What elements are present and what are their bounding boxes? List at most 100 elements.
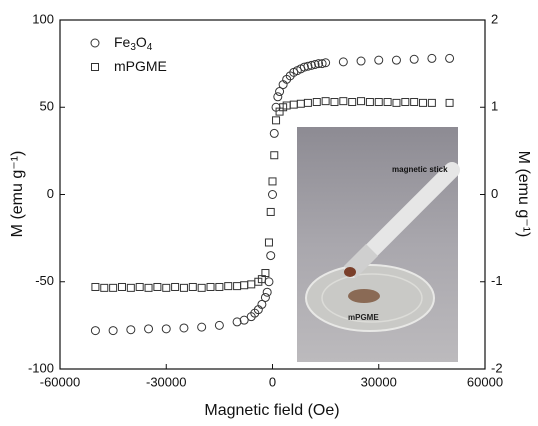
- data-point: [409, 54, 419, 64]
- x-tick-label: 30000: [361, 374, 397, 389]
- data-point: [391, 55, 401, 65]
- data-point: [264, 238, 273, 247]
- data-point: [240, 281, 249, 290]
- y-axis-label: M (emu g⁻¹): [9, 151, 26, 238]
- data-point: [108, 326, 118, 336]
- data-point: [162, 283, 171, 292]
- data-point: [144, 324, 154, 334]
- data-point: [214, 320, 224, 330]
- data-point: [188, 282, 197, 291]
- data-point: [224, 282, 233, 291]
- y2-tick-label: 0: [491, 186, 498, 201]
- data-point: [348, 98, 357, 107]
- data-point: [321, 97, 330, 106]
- data-point: [445, 98, 454, 107]
- data-point: [261, 269, 270, 278]
- annotation: magnetic stick: [392, 165, 448, 174]
- data-point: [317, 59, 327, 69]
- data-point: [126, 283, 135, 292]
- y-tick-label: -50: [35, 273, 54, 288]
- data-point: [374, 98, 383, 107]
- annotation: mPGME: [348, 313, 379, 322]
- y-tick-label: 50: [40, 99, 54, 114]
- legend-label: Fe3O4: [114, 34, 153, 53]
- data-point: [179, 323, 189, 333]
- data-point: [100, 283, 109, 292]
- data-point: [269, 128, 279, 138]
- data-point: [338, 57, 348, 67]
- data-point: [289, 100, 298, 109]
- data-point: [135, 282, 144, 291]
- data-point: [445, 53, 455, 63]
- data-point: [303, 61, 313, 71]
- data-point: [427, 98, 436, 107]
- data-point: [268, 177, 277, 186]
- data-point: [232, 317, 242, 327]
- data-point: [275, 87, 285, 97]
- data-point: [179, 283, 188, 292]
- data-point: [410, 98, 419, 107]
- data-point: [239, 315, 249, 325]
- data-point: [161, 324, 171, 334]
- data-point: [356, 56, 366, 66]
- data-point: [197, 322, 207, 332]
- data-point: [392, 98, 401, 107]
- data-point: [90, 326, 100, 336]
- legend-marker: [90, 38, 100, 48]
- y-tick-label: 0: [47, 186, 54, 201]
- data-point: [260, 292, 270, 302]
- data-point: [273, 92, 283, 102]
- y2-tick-label: 1: [491, 99, 498, 114]
- legend-marker: [91, 63, 99, 71]
- y2-tick-label: 2: [491, 11, 498, 26]
- data-point: [296, 99, 305, 108]
- data-point: [117, 282, 126, 291]
- y-tick-label: 100: [32, 11, 54, 26]
- x-axis-label: Magnetic field (Oe): [204, 402, 339, 419]
- data-point: [144, 283, 153, 292]
- data-point: [299, 62, 309, 72]
- x-tick-label: -60000: [40, 374, 80, 389]
- data-point: [330, 98, 339, 107]
- data-point: [215, 282, 224, 291]
- data-point: [357, 97, 366, 106]
- data-point: [171, 282, 180, 291]
- data-point: [365, 98, 374, 107]
- x-tick-label: 60000: [467, 374, 503, 389]
- data-point: [314, 59, 324, 69]
- data-point: [339, 97, 348, 106]
- y2-axis-label: M (emu g⁻¹): [515, 151, 532, 238]
- y-tick-label: -100: [28, 360, 54, 375]
- data-point: [427, 53, 437, 63]
- data-point: [197, 283, 206, 292]
- data-point: [153, 282, 162, 291]
- data-point: [306, 60, 316, 70]
- data-point: [257, 299, 267, 309]
- data-point: [310, 59, 320, 69]
- y2-tick-label: -1: [491, 273, 503, 288]
- data-point: [262, 287, 272, 297]
- x-tick-label: 0: [269, 374, 276, 389]
- photo: [297, 127, 460, 362]
- data-point: [268, 190, 277, 199]
- data-point: [247, 280, 256, 289]
- data-point: [270, 151, 279, 160]
- data-point: [312, 98, 321, 107]
- data-point: [321, 58, 331, 68]
- data-point: [374, 55, 384, 65]
- data-point: [91, 282, 100, 291]
- data-point: [272, 116, 281, 125]
- data-point: [303, 98, 312, 107]
- data-point: [264, 277, 274, 287]
- data-point: [109, 283, 118, 292]
- y2-tick-label: -2: [491, 360, 503, 375]
- data-point: [206, 282, 215, 291]
- x-tick-label: -30000: [146, 374, 186, 389]
- legend-label: mPGME: [114, 58, 167, 74]
- data-point: [383, 98, 392, 107]
- data-point: [233, 282, 242, 291]
- data-point: [126, 325, 136, 335]
- data-point: [401, 98, 410, 107]
- data-point: [266, 207, 275, 216]
